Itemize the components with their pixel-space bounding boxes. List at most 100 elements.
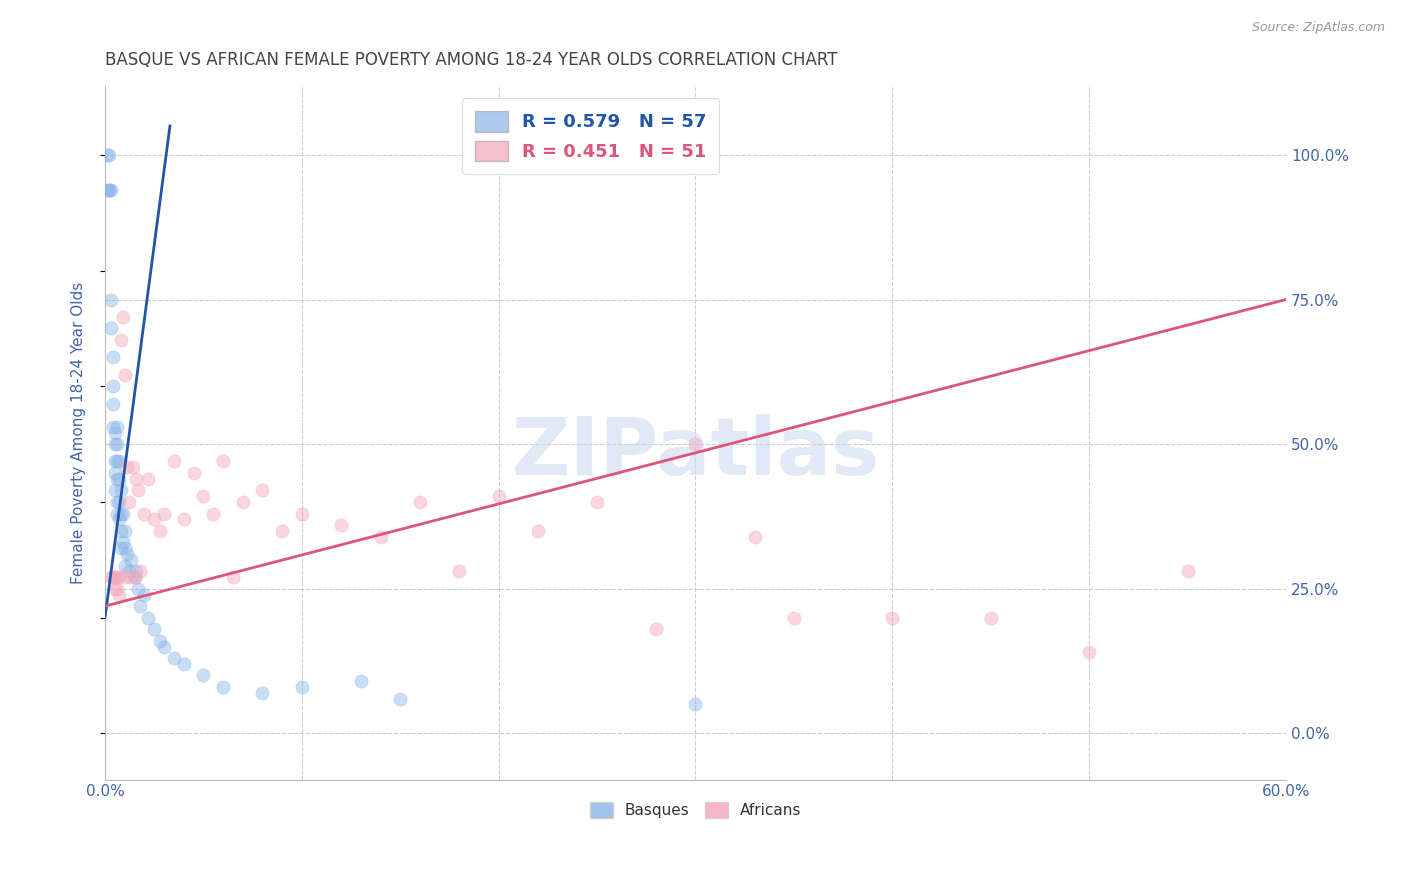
Point <box>685 437 707 451</box>
Point <box>586 495 609 509</box>
Point <box>149 633 172 648</box>
Point <box>120 570 142 584</box>
Point <box>330 518 353 533</box>
Point <box>143 622 166 636</box>
Point <box>117 495 139 509</box>
Point <box>173 512 195 526</box>
Point <box>105 472 128 486</box>
Point <box>291 680 314 694</box>
Point <box>104 425 127 440</box>
Point <box>252 483 274 498</box>
Point <box>96 148 118 162</box>
Point <box>107 587 129 601</box>
Point <box>104 454 127 468</box>
Point <box>104 437 127 451</box>
Point <box>105 507 128 521</box>
Point <box>202 507 225 521</box>
Point <box>97 148 120 162</box>
Point <box>100 570 122 584</box>
Point <box>153 640 176 654</box>
Point <box>107 495 129 509</box>
Point <box>271 524 294 538</box>
Point <box>222 570 245 584</box>
Point <box>488 489 510 503</box>
Point <box>115 460 138 475</box>
Point <box>252 686 274 700</box>
Point <box>134 587 156 601</box>
Point <box>409 495 432 509</box>
Point <box>104 466 127 480</box>
Point <box>783 610 806 624</box>
Point <box>107 454 129 468</box>
Point <box>104 570 127 584</box>
Point <box>882 610 904 624</box>
Point <box>125 565 148 579</box>
Point <box>124 570 146 584</box>
Point <box>449 565 471 579</box>
Text: ZIPatlas: ZIPatlas <box>512 415 880 492</box>
Point <box>114 524 136 538</box>
Point <box>97 183 120 197</box>
Point <box>212 680 235 694</box>
Point <box>101 570 124 584</box>
Point <box>110 524 132 538</box>
Point <box>744 530 766 544</box>
Text: Source: ZipAtlas.com: Source: ZipAtlas.com <box>1251 21 1385 34</box>
Point <box>111 310 134 324</box>
Point <box>114 558 136 573</box>
Point <box>183 466 205 480</box>
Point <box>129 565 152 579</box>
Point <box>97 183 120 197</box>
Point <box>101 397 124 411</box>
Point <box>110 333 132 347</box>
Point <box>1177 565 1199 579</box>
Point <box>127 483 149 498</box>
Point <box>104 483 127 498</box>
Point <box>173 657 195 671</box>
Point <box>105 437 128 451</box>
Point <box>101 379 124 393</box>
Point <box>105 419 128 434</box>
Point <box>685 698 707 712</box>
Point <box>114 368 136 382</box>
Text: BASQUE VS AFRICAN FEMALE POVERTY AMONG 18-24 YEAR OLDS CORRELATION CHART: BASQUE VS AFRICAN FEMALE POVERTY AMONG 1… <box>105 51 838 69</box>
Point <box>527 524 550 538</box>
Point <box>96 183 118 197</box>
Point <box>111 507 134 521</box>
Point <box>193 489 215 503</box>
Point <box>163 651 186 665</box>
Point <box>143 512 166 526</box>
Point <box>105 454 128 468</box>
Point <box>125 472 148 486</box>
Point <box>120 553 142 567</box>
Point <box>117 565 139 579</box>
Point <box>104 582 127 596</box>
Point <box>105 495 128 509</box>
Point <box>980 610 1002 624</box>
Point <box>163 454 186 468</box>
Point <box>111 535 134 549</box>
Point <box>232 495 254 509</box>
Point <box>124 570 146 584</box>
Point <box>101 351 124 365</box>
Point <box>121 460 143 475</box>
Point <box>645 622 668 636</box>
Point <box>114 570 136 584</box>
Point <box>107 512 129 526</box>
Point <box>136 610 159 624</box>
Point <box>105 570 128 584</box>
Point <box>110 541 132 556</box>
Point <box>100 183 122 197</box>
Point <box>101 419 124 434</box>
Point <box>136 472 159 486</box>
Point <box>105 582 128 596</box>
Point <box>370 530 392 544</box>
Point <box>212 454 235 468</box>
Point <box>110 507 132 521</box>
Point <box>149 524 172 538</box>
Point <box>350 674 373 689</box>
Point <box>129 599 152 613</box>
Point <box>107 570 129 584</box>
Legend: Basques, Africans: Basques, Africans <box>583 796 807 824</box>
Y-axis label: Female Poverty Among 18-24 Year Olds: Female Poverty Among 18-24 Year Olds <box>72 282 86 583</box>
